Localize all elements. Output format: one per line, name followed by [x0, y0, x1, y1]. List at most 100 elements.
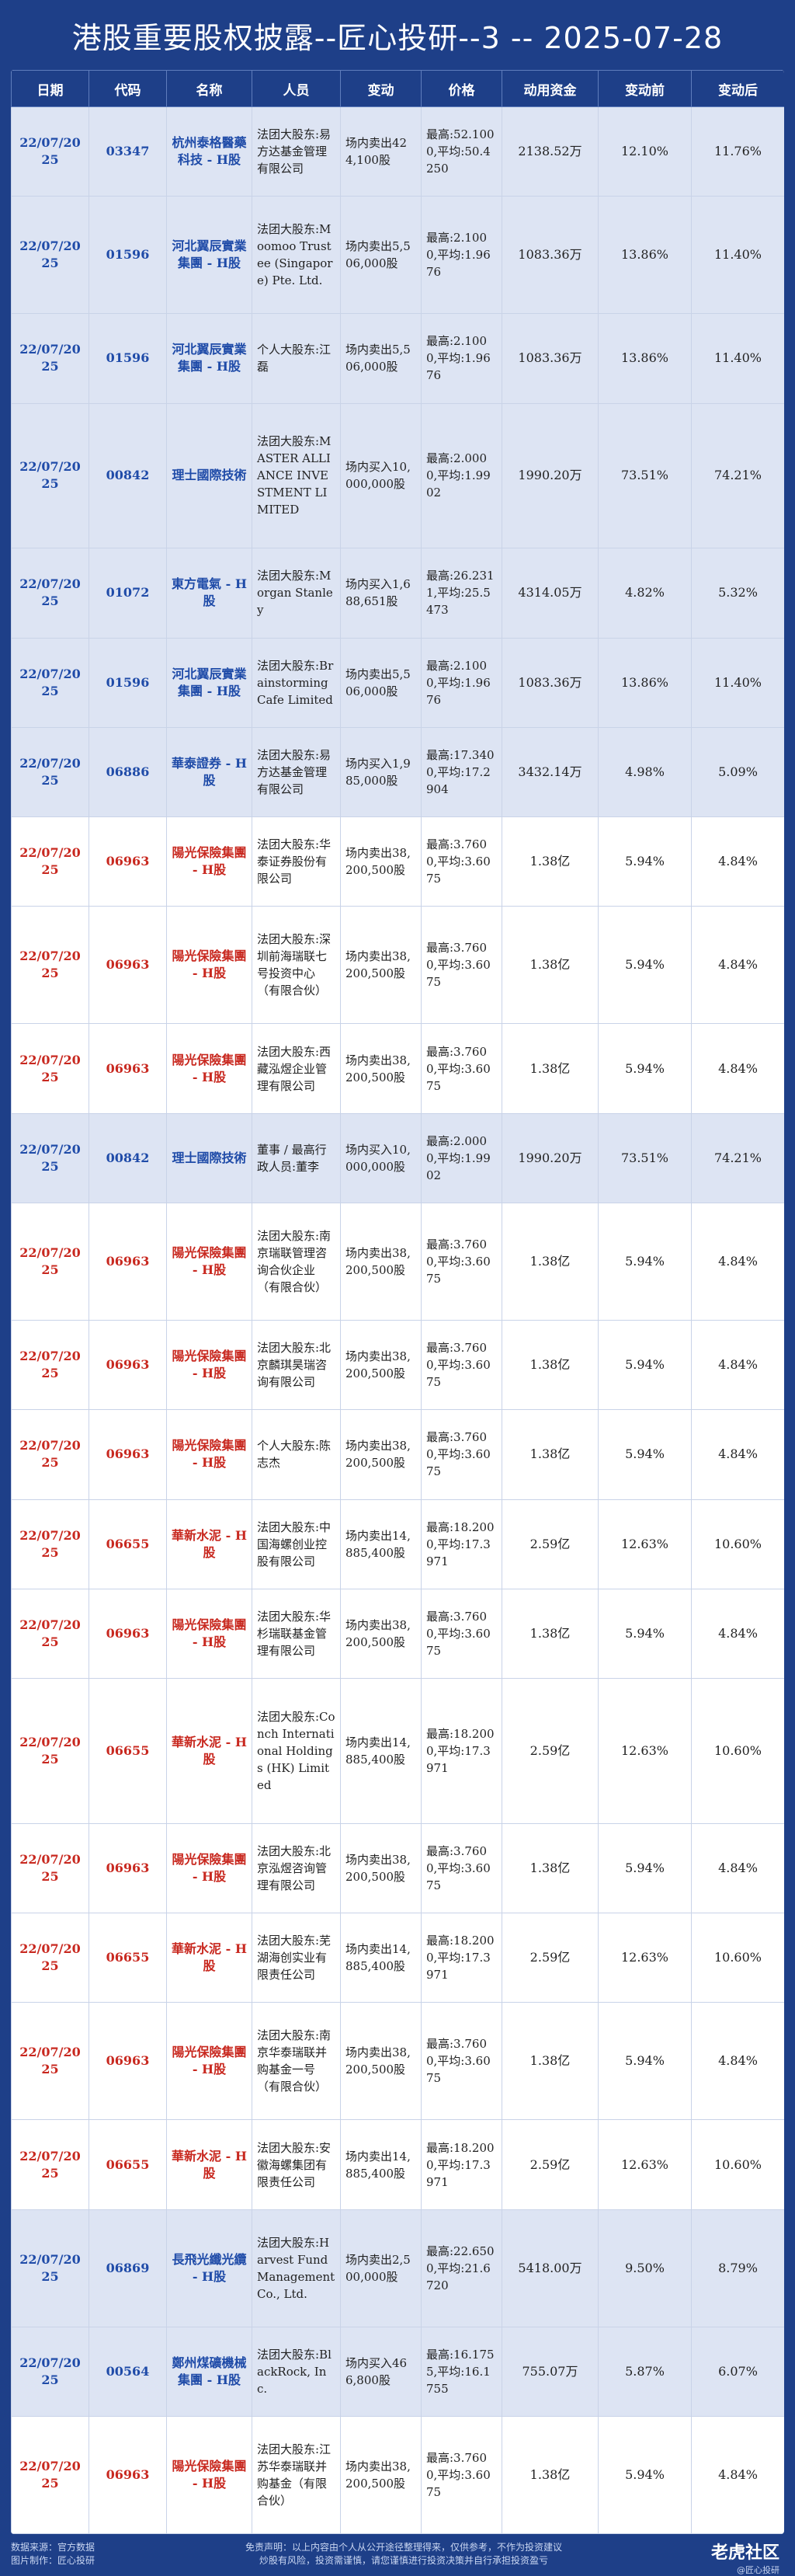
footer-source: 数据来源：官方数据 [11, 2542, 95, 2553]
cell-name: 陽光保險集團 - H股 [166, 1409, 252, 1500]
cell-person: 法团大股东:易方达基金管理有限公司 [252, 726, 341, 818]
cell-before: 5.94% [598, 1023, 692, 1114]
cell-price: 最高:18.2000,平均:17.3971 [421, 2119, 502, 2210]
cell-name: 陽光保險集團 - H股 [166, 2415, 252, 2534]
cell-person: 董事 / 最高行政人员:董李 [252, 1112, 341, 1203]
cell-date: 22/07/2025 [11, 106, 89, 197]
cell-name: 陽光保險集團 - H股 [166, 1588, 252, 1680]
cell-funds: 755.07万 [502, 2326, 599, 2417]
cell-code: 06963 [89, 2002, 167, 2121]
cell-name: 華新水泥 - H股 [166, 2119, 252, 2210]
cell-date: 22/07/2025 [11, 1023, 89, 1114]
cell-date: 22/07/2025 [11, 402, 89, 549]
cell-before: 5.94% [598, 1319, 692, 1411]
brand-handle: @匠心投研 [737, 2565, 779, 2575]
footer-disclaimer-line2: 炒股有风险，投资需谨慎，请您谨慎进行投资决策并自行承担投资盈亏 [259, 2555, 548, 2566]
cell-before: 5.94% [598, 1822, 692, 1914]
cell-name: 陽光保險集團 - H股 [166, 906, 252, 1025]
table-row: 22/07/2025 01596 河北翼辰實業集團 - H股 法团大股东:Brains… [11, 637, 784, 728]
footer-maker: 图片制作：匠心投研 [11, 2555, 95, 2566]
cell-after: 10.60% [691, 2119, 784, 2210]
cell-name: 華新水泥 - H股 [166, 1678, 252, 1824]
cell-change: 场内卖出38,200,500股 [340, 1588, 422, 1680]
cell-after: 4.84% [691, 1822, 784, 1914]
cell-person: 法团大股东:华杉瑞联基金管理有限公司 [252, 1588, 341, 1680]
cell-after: 4.84% [691, 1409, 784, 1500]
cell-price: 最高:3.7600,平均:3.6075 [421, 2415, 502, 2534]
cell-name: 杭州泰格醫藥科技 - H股 [166, 106, 252, 197]
cell-date: 22/07/2025 [11, 637, 89, 728]
cell-name: 理士國際技術 [166, 1112, 252, 1203]
cell-price: 最高:17.3400,平均:17.2904 [421, 726, 502, 818]
cell-code: 06963 [89, 1588, 167, 1680]
cell-date: 22/07/2025 [11, 313, 89, 404]
header-after: 变动后 [691, 70, 784, 107]
table-row: 22/07/2025 06963 陽光保險集團 - H股 法团大股东:华泰证券股份有限… [11, 816, 784, 907]
cell-funds: 2.59亿 [502, 1499, 599, 1589]
cell-funds: 3432.14万 [502, 726, 599, 818]
table-row: 22/07/2025 06963 陽光保險集團 - H股 法团大股东:北京麟琪昊瑞咨询… [11, 1319, 784, 1411]
cell-name: 華新水泥 - H股 [166, 1499, 252, 1589]
footer-credits: 数据来源：官方数据 图片制作：匠心投研 [11, 2541, 95, 2567]
cell-funds: 2.59亿 [502, 2119, 599, 2210]
cell-change: 场内卖出424,100股 [340, 106, 422, 197]
cell-person: 法团大股东:安徽海螺集团有限责任公司 [252, 2119, 341, 2210]
cell-person: 法团大股东:西藏泓煜企业管理有限公司 [252, 1023, 341, 1114]
cell-person: 法团大股东:Morgan Stanley [252, 548, 341, 639]
cell-before: 13.86% [598, 313, 692, 404]
cell-date: 22/07/2025 [11, 1202, 89, 1321]
cell-code: 06655 [89, 2119, 167, 2210]
cell-code: 01596 [89, 313, 167, 404]
cell-before: 4.82% [598, 548, 692, 639]
cell-before: 5.94% [598, 2415, 692, 2534]
cell-person: 法团大股东:江苏华泰瑞联并购基金（有限合伙） [252, 2415, 341, 2534]
header-funds: 动用资金 [502, 70, 599, 107]
cell-name: 華泰證券 - H股 [166, 726, 252, 818]
disclosure-table-card: 日期 代码 名称 人员 变动 价格 动用资金 变动前 变动后 22/07/202… [11, 70, 784, 2534]
header-price: 价格 [421, 70, 502, 107]
cell-code: 01596 [89, 196, 167, 315]
table-row: 22/07/2025 00842 理士國際技術 董事 / 最高行政人员:董李 场内买入1… [11, 1112, 784, 1203]
cell-funds: 1.38亿 [502, 2002, 599, 2121]
cell-price: 最高:2.0000,平均:1.9902 [421, 1112, 502, 1203]
cell-before: 5.94% [598, 1409, 692, 1500]
cell-date: 22/07/2025 [11, 1913, 89, 2003]
cell-change: 场内卖出38,200,500股 [340, 1319, 422, 1411]
cell-change: 场内卖出38,200,500股 [340, 816, 422, 907]
cell-code: 01596 [89, 637, 167, 728]
table-row: 22/07/2025 06963 陽光保險集團 - H股 法团大股东:华杉瑞联基金管理… [11, 1588, 784, 1680]
table-row: 22/07/2025 06655 華新水泥 - H股 法团大股东:芜湖海创实业有限责任… [11, 1913, 784, 2003]
cell-after: 74.21% [691, 1112, 784, 1203]
cell-person: 法团大股东:北京泓煜咨询管理有限公司 [252, 1822, 341, 1914]
cell-change: 场内卖出14,885,400股 [340, 1913, 422, 2003]
cell-change: 场内卖出2,500,000股 [340, 2209, 422, 2327]
cell-code: 06963 [89, 2415, 167, 2534]
footer-disclaimer: 免责声明：以上内容由个人从公开途径整理得来，仅供参考，不作为投资建议 炒股有风险… [202, 2541, 606, 2567]
cell-change: 场内卖出14,885,400股 [340, 1499, 422, 1589]
cell-price: 最高:18.2000,平均:17.3971 [421, 1678, 502, 1824]
cell-after: 4.84% [691, 816, 784, 907]
cell-price: 最高:2.0000,平均:1.9902 [421, 402, 502, 549]
cell-funds: 1.38亿 [502, 906, 599, 1025]
cell-name: 陽光保險集團 - H股 [166, 1822, 252, 1914]
cell-person: 法团大股东:Harvest Fund Management Co., Ltd. [252, 2209, 341, 2327]
cell-after: 11.40% [691, 196, 784, 315]
cell-date: 22/07/2025 [11, 1678, 89, 1824]
cell-code: 00564 [89, 2326, 167, 2417]
cell-name: 理士國際技術 [166, 402, 252, 549]
header-before: 变动前 [598, 70, 692, 107]
cell-code: 06963 [89, 1023, 167, 1114]
cell-before: 12.63% [598, 1678, 692, 1824]
cell-price: 最高:18.2000,平均:17.3971 [421, 1499, 502, 1589]
header-change: 变动 [340, 70, 422, 107]
cell-change: 场内买入10,000,000股 [340, 1112, 422, 1203]
cell-funds: 2138.52万 [502, 106, 599, 197]
cell-price: 最高:18.2000,平均:17.3971 [421, 1913, 502, 2003]
cell-code: 06655 [89, 1678, 167, 1824]
cell-funds: 1.38亿 [502, 816, 599, 907]
cell-funds: 1.38亿 [502, 2415, 599, 2534]
cell-date: 22/07/2025 [11, 1822, 89, 1914]
table-row: 22/07/2025 03347 杭州泰格醫藥科技 - H股 法团大股东:易方达基金管… [11, 106, 784, 197]
cell-before: 5.94% [598, 1588, 692, 1680]
cell-person: 法团大股东:中国海螺创业控股有限公司 [252, 1499, 341, 1589]
